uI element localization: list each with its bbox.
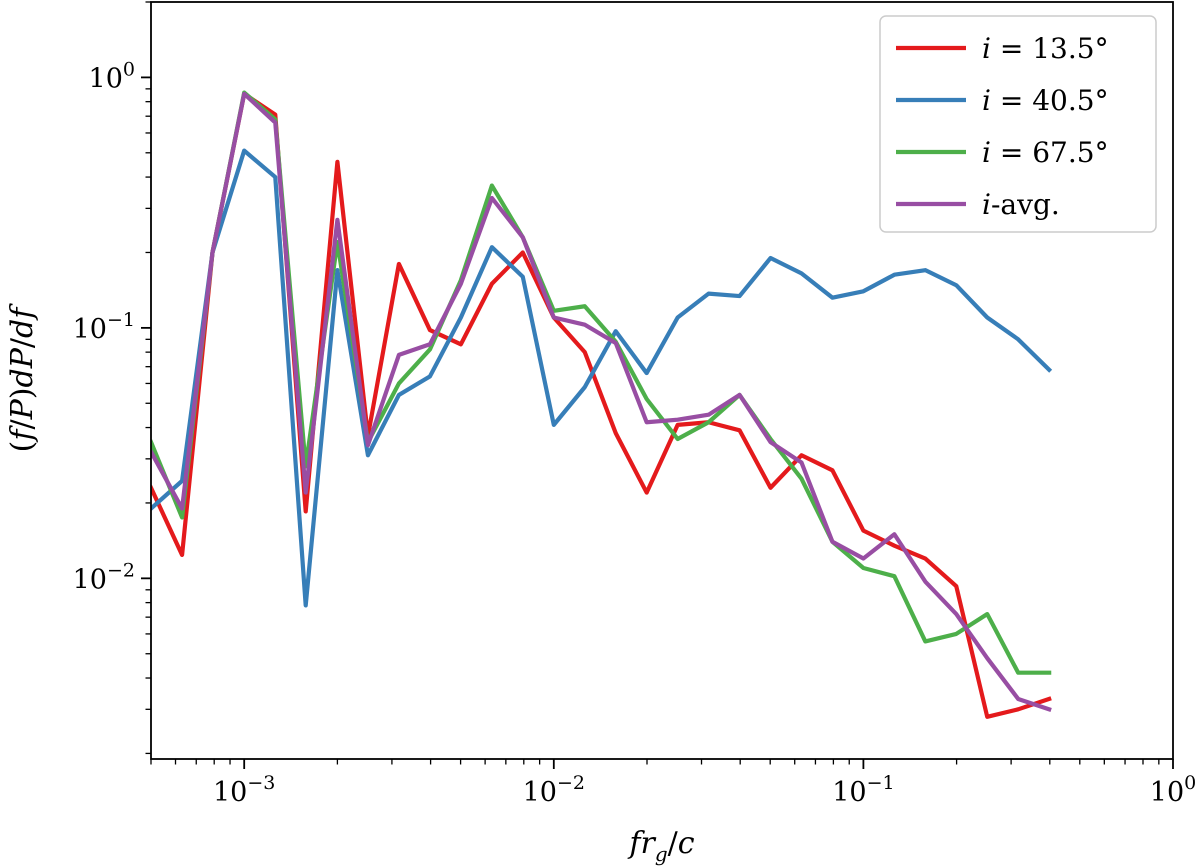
- legend: i = 13.5° i = 40.5° i = 67.5° i-avg.: [879, 15, 1157, 233]
- x-axis-label: frg/c: [627, 826, 694, 866]
- legend-label-4: i-avg.: [982, 188, 1060, 221]
- y-tick-label: 100: [89, 58, 135, 94]
- legend-frame: [879, 15, 1157, 233]
- y-tick-label: 10−1: [73, 309, 135, 345]
- plot-frame: [150, 1, 1174, 760]
- y-axis-label: (f/P)dP/df: [5, 303, 40, 453]
- x-tick-label: 10−2: [523, 772, 585, 808]
- legend-label-2: i = 40.5°: [982, 84, 1109, 117]
- x-axis-label-c: c: [678, 826, 695, 861]
- axis-ticks: 10−3 10−2 10−1 100 10−2 10−1 100: [73, 1, 1196, 808]
- series-line-2: [151, 148, 1053, 608]
- x-axis-label-f: fr: [627, 826, 656, 861]
- x-axis-label-slash: /: [668, 826, 679, 861]
- legend-label-3: i = 67.5°: [982, 136, 1109, 169]
- x-axis-label-sub: g: [655, 842, 668, 866]
- legend-label-1: i = 13.5°: [982, 32, 1109, 65]
- x-tick-label: 10−3: [213, 772, 275, 808]
- series-lines: [151, 90, 1053, 719]
- x-tick-label: 100: [1150, 772, 1196, 808]
- y-tick-label: 10−2: [73, 559, 135, 595]
- x-tick-label: 10−1: [832, 772, 894, 808]
- series-line-4: [151, 91, 1052, 712]
